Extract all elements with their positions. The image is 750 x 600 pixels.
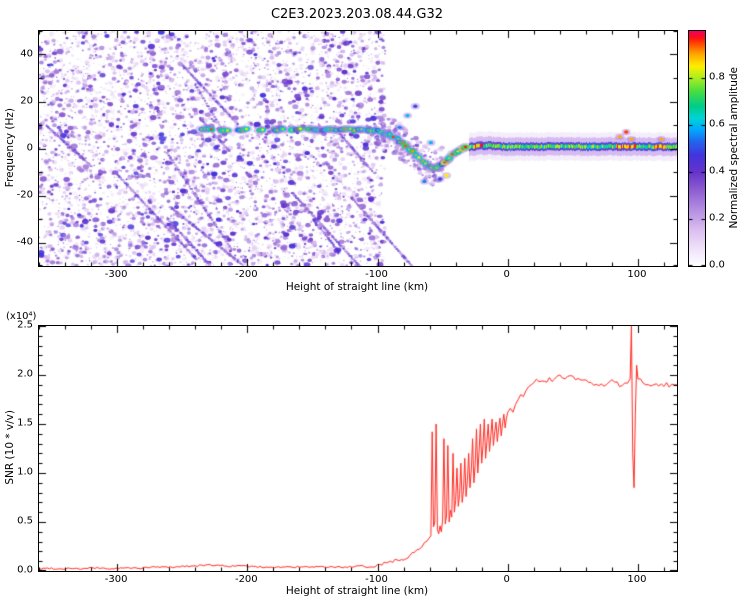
snr-y-tick-label: 1.5 (17, 417, 33, 429)
spectrogram-x-tick-label: -200 (234, 269, 258, 280)
colorbar-tick-label: 0.6 (709, 118, 725, 130)
spectrogram-canvas (39, 31, 677, 266)
spectrogram-y-tick-label: 0 (26, 142, 33, 153)
snr-scale-label: (x10⁴) (6, 311, 37, 322)
colorbar (688, 30, 706, 267)
spectrogram-xaxis-label: Height of straight line (km) (285, 281, 429, 293)
snr-y-tick-label: 0.5 (17, 515, 33, 527)
spectrogram-x-tick-label: 100 (627, 269, 647, 280)
snr-y-tick-label: 2.0 (17, 368, 33, 380)
spectrogram-x-tick-label: 0 (503, 269, 510, 280)
spectrogram-y-tick-label: -40 (16, 236, 33, 247)
spectrogram-y-tick-label: 20 (20, 95, 33, 106)
colorbar-label: Normalized spectral amplitude (726, 30, 742, 265)
spectrogram-y-tick-label: 40 (20, 48, 33, 59)
snr-y-tick-label: 0.0 (17, 564, 33, 576)
colorbar-canvas (689, 31, 705, 266)
colorbar-tick-label: 0.8 (709, 71, 725, 83)
snr-x-tick-label: -300 (104, 574, 128, 585)
colorbar-tick-label: 0.0 (709, 259, 725, 271)
snr-x-tick-label: 0 (503, 574, 510, 585)
snr-x-tick-label: -200 (234, 574, 258, 585)
snr-x-tick-label: -100 (365, 574, 388, 585)
snr-canvas (39, 326, 677, 571)
spectrogram-panel (38, 30, 678, 267)
colorbar-tick-label: 0.2 (709, 212, 725, 224)
snr-y-tick-label: 1.0 (17, 466, 33, 478)
spectrogram-x-tick-label: -300 (104, 269, 128, 280)
figure-title: C2E3.2023.203.08.44.G32 (270, 7, 444, 22)
snr-xaxis-label: Height of straight line (km) (285, 585, 429, 597)
spectrogram-y-tick-label: -20 (16, 189, 33, 200)
spectrogram-x-tick-label: -100 (365, 269, 388, 280)
snr-axis-label: SNR (10 * v/v) (2, 325, 18, 570)
snr-y-tick-label: 2.5 (17, 319, 33, 331)
colorbar-tick-label: 0.4 (709, 165, 725, 177)
colorbar-label-text: Normalized spectral amplitude (728, 66, 740, 229)
snr-x-tick-label: 100 (627, 574, 647, 585)
snr-panel (38, 325, 678, 572)
